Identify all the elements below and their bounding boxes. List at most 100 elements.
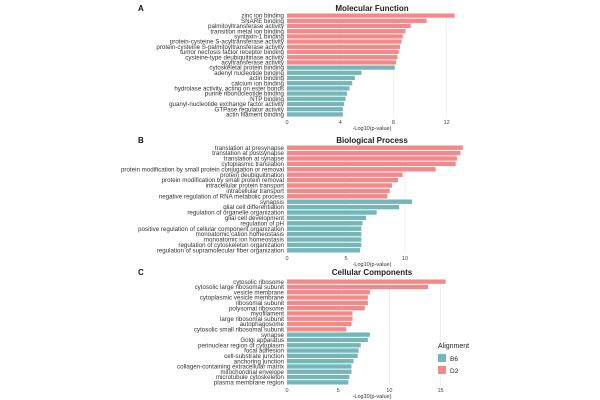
bar-d2 bbox=[287, 279, 446, 284]
bar-b6 bbox=[287, 81, 353, 86]
bar-d2 bbox=[287, 321, 352, 327]
bar-d2 bbox=[287, 49, 399, 55]
bar-b6 bbox=[287, 199, 413, 204]
panel-title-b: Biological Process bbox=[336, 136, 408, 145]
bar-b6 bbox=[287, 337, 368, 343]
bar-d2 bbox=[287, 156, 457, 161]
category-label: cytosolic small ribosomal subunit bbox=[194, 326, 284, 333]
bar-b6 bbox=[287, 101, 345, 107]
x-axis-label-a: -Log10(p-value) bbox=[353, 126, 392, 132]
bar-b6 bbox=[287, 248, 361, 253]
category-label: focal adhesion bbox=[244, 348, 284, 355]
category-label: SNARE binding bbox=[241, 18, 285, 25]
category-label: glial cell development bbox=[225, 215, 284, 222]
bar-b6 bbox=[287, 242, 362, 248]
category-label: ribosomal subunit bbox=[236, 300, 285, 307]
x-tick-label: 4 bbox=[339, 120, 342, 126]
bar-b6 bbox=[287, 231, 362, 237]
category-label: protein modification by small protein co… bbox=[121, 166, 284, 173]
bar-d2 bbox=[287, 327, 347, 332]
legend-swatch-b6 bbox=[438, 354, 446, 362]
legend: Alignment B6 D2 bbox=[438, 343, 469, 375]
bar-b6 bbox=[287, 112, 343, 117]
bar-d2 bbox=[287, 316, 353, 321]
category-label: GTPase regulator activity bbox=[215, 106, 285, 113]
x-tick-label: 0 bbox=[285, 120, 288, 126]
bar-d2 bbox=[287, 60, 397, 65]
bar-d2 bbox=[287, 13, 455, 18]
bar-b6 bbox=[287, 210, 377, 215]
category-label: plasma membrane region bbox=[214, 379, 285, 386]
panel-c: C Cellular Components cytosolic ribosome… bbox=[138, 268, 446, 400]
bar-d2 bbox=[287, 18, 427, 23]
category-label: acyltransferase activity bbox=[221, 60, 284, 67]
category-label: Golgi apparatus bbox=[240, 337, 284, 344]
category-label: cytoskeletal protein binding bbox=[209, 65, 284, 72]
category-label: collagen-containing extracellular matrix bbox=[177, 364, 285, 371]
bar-d2 bbox=[287, 150, 461, 156]
category-label: cell-substrate junction bbox=[224, 353, 284, 360]
bar-b6 bbox=[287, 353, 358, 359]
bar-d2 bbox=[287, 188, 390, 194]
x-tick-label: 12 bbox=[444, 120, 450, 126]
bar-d2 bbox=[287, 311, 353, 316]
panel-title-a: Molecular Function bbox=[335, 4, 408, 13]
panel-a: A Molecular Function zinc ion bindingSNA… bbox=[138, 4, 455, 132]
panel-title-c: Cellular Components bbox=[332, 268, 413, 277]
bar-b6 bbox=[287, 96, 346, 101]
category-label: hydrolase activity, acting on ester bond… bbox=[174, 86, 284, 93]
category-label: polysomal ribosome bbox=[229, 305, 285, 312]
category-label: anchoring junction bbox=[234, 358, 285, 365]
category-label: monoatomic ion homeostasis bbox=[204, 237, 284, 244]
bar-b6 bbox=[287, 369, 352, 374]
category-label: calcium ion binding bbox=[231, 80, 284, 87]
panel-label-a: A bbox=[138, 4, 144, 13]
category-label: intracellular transport bbox=[226, 188, 284, 195]
category-label: adenyl nucleotide binding bbox=[214, 70, 284, 77]
x-tick-label: 0 bbox=[285, 256, 288, 262]
x-axis-label-b: -Log10(p-value) bbox=[353, 262, 392, 268]
bar-b6 bbox=[287, 348, 359, 353]
bar-b6 bbox=[287, 75, 355, 81]
bar-d2 bbox=[287, 183, 393, 188]
panel-b: B Biological Process translation at pres… bbox=[121, 136, 463, 268]
bar-b6 bbox=[287, 215, 367, 221]
category-label: negative regulation of RNA metabolic pro… bbox=[159, 193, 284, 200]
bar-b6 bbox=[287, 226, 362, 231]
bar-b6 bbox=[287, 364, 352, 369]
x-tick-label: 15 bbox=[437, 388, 443, 394]
bar-b6 bbox=[287, 204, 400, 210]
bar-d2 bbox=[287, 145, 463, 150]
bar-b6 bbox=[287, 221, 363, 226]
category-label: microtubule cytoskeleton bbox=[216, 374, 285, 381]
legend-title: Alignment bbox=[438, 343, 469, 350]
x-tick-label: 8 bbox=[392, 120, 395, 126]
category-label: intracellular protein transport bbox=[206, 183, 285, 190]
bar-d2 bbox=[287, 194, 388, 199]
x-axis-label-c: -Log10(p-value) bbox=[353, 394, 392, 400]
category-label: cytoplasmic translation bbox=[221, 161, 284, 168]
bar-d2 bbox=[287, 177, 398, 183]
category-label: cytoplasmic vesicle membrane bbox=[200, 295, 285, 302]
category-label: translation at synapse bbox=[224, 156, 285, 163]
category-label: cytosolic large ribosomal subunit bbox=[195, 284, 285, 291]
bar-b6 bbox=[287, 86, 350, 91]
category-label: myofilament bbox=[251, 311, 285, 318]
x-tick-label: 0 bbox=[285, 388, 288, 394]
bar-d2 bbox=[287, 295, 368, 300]
category-label: actin binding bbox=[249, 75, 284, 82]
category-label: regulation of cytoskeleton organization bbox=[178, 242, 284, 249]
category-label: guanyl-nucleotide exchange factor activi… bbox=[169, 101, 285, 108]
category-label: protein modification by small protein re… bbox=[162, 177, 284, 184]
category-label: tumor necrosis factor receptor binding bbox=[180, 49, 284, 56]
x-tick-label: 10 bbox=[386, 388, 392, 394]
bar-b6 bbox=[287, 70, 362, 75]
bar-d2 bbox=[287, 34, 403, 39]
bar-d2 bbox=[287, 172, 403, 177]
category-label: monoatomic cation homeostasis bbox=[196, 231, 284, 238]
bar-b6 bbox=[287, 65, 395, 70]
